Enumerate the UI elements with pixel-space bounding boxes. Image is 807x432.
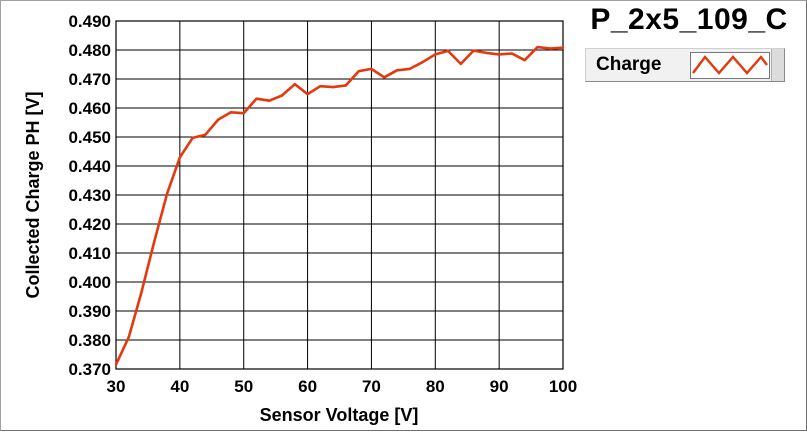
data-point <box>561 46 565 49</box>
x-tick-label: 30 <box>107 377 126 396</box>
data-point <box>204 133 207 136</box>
y-tick-label: 0.370 <box>68 360 111 379</box>
x-tick-label: 90 <box>490 377 509 396</box>
x-axis: 30 40 50 60 70 80 90 100 <box>107 377 578 396</box>
data-point <box>472 49 475 52</box>
data-point <box>165 192 169 195</box>
data-point <box>383 76 386 79</box>
y-tick-label: 0.490 <box>68 12 111 31</box>
data-point <box>497 53 501 56</box>
data-point <box>268 99 271 102</box>
data-point <box>421 60 424 64</box>
data-point <box>549 47 552 50</box>
data-point <box>395 69 399 72</box>
data-point <box>319 85 322 88</box>
legend: Charge <box>585 48 785 82</box>
legend-label: Charge <box>596 54 662 75</box>
data-point <box>446 49 450 53</box>
data-point <box>510 52 514 55</box>
y-axis: 0.370 0.380 0.390 0.400 0.410 0.420 0.430 0.440… <box>68 12 111 379</box>
data-point <box>306 92 309 96</box>
data-point <box>331 85 335 89</box>
x-tick-label: 100 <box>549 377 577 396</box>
data-point <box>408 67 411 71</box>
y-tick-label: 0.440 <box>68 157 111 176</box>
x-tick-label: 80 <box>426 377 445 396</box>
data-point <box>255 97 258 100</box>
y-tick-label: 0.450 <box>68 128 111 147</box>
y-tick-label: 0.390 <box>68 302 111 321</box>
y-tick-label: 0.460 <box>68 99 111 118</box>
data-point <box>280 94 284 97</box>
data-point <box>293 83 296 86</box>
data-point <box>370 67 373 71</box>
data-point <box>536 45 539 49</box>
x-tick-label: 50 <box>234 377 253 396</box>
y-tick-label: 0.380 <box>68 331 111 350</box>
y-tick-label: 0.420 <box>68 215 111 234</box>
legend-swatch[interactable] <box>690 52 770 79</box>
data-point <box>140 290 143 294</box>
data-point <box>114 363 118 366</box>
legend-line-icon <box>692 55 768 75</box>
data-point <box>434 53 437 56</box>
data-point <box>229 111 233 114</box>
plot-border <box>115 20 564 370</box>
y-tick-label: 0.470 <box>68 70 111 89</box>
x-tick-label: 60 <box>298 377 317 396</box>
data-point <box>178 156 182 159</box>
y-tick-label: 0.400 <box>68 273 111 292</box>
data-point <box>153 240 156 243</box>
series-line-charge <box>114 45 564 366</box>
data-point <box>523 58 526 62</box>
chart-title: P_2x5_109_C <box>590 3 788 36</box>
data-point <box>216 118 220 121</box>
y-tick-label: 0.480 <box>68 41 111 60</box>
y-tick-label: 0.430 <box>68 186 111 205</box>
data-point <box>127 335 130 339</box>
data-point <box>242 112 245 115</box>
x-axis-label: Sensor Voltage [V] <box>260 405 419 425</box>
legend-scrollbar[interactable] <box>771 49 784 81</box>
data-point <box>357 69 360 73</box>
data-point <box>191 136 194 140</box>
series-layer <box>114 45 565 366</box>
x-tick-label: 40 <box>170 377 189 396</box>
grid <box>115 20 564 370</box>
data-point <box>459 62 463 66</box>
data-point <box>485 51 488 55</box>
x-tick-label: 70 <box>362 377 381 396</box>
data-point <box>344 84 348 87</box>
y-axis-label: Collected Charge PH [V] <box>23 91 43 298</box>
y-tick-label: 0.410 <box>68 244 111 263</box>
